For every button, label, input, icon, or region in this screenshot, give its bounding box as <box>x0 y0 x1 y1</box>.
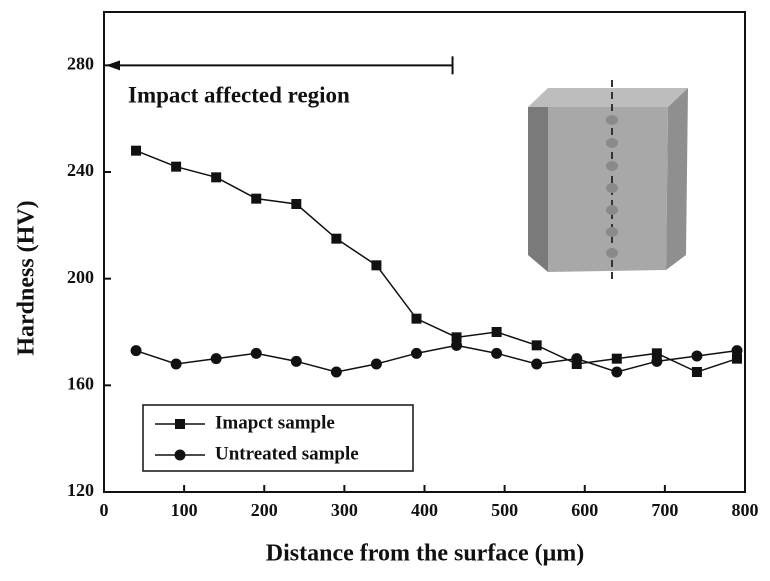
marker <box>331 233 342 244</box>
marker <box>691 367 702 377</box>
marker <box>451 332 462 343</box>
y-tick-label: 280 <box>67 53 94 73</box>
marker <box>651 348 662 359</box>
marker <box>251 193 262 204</box>
marker <box>131 145 142 156</box>
marker <box>330 366 342 378</box>
marker <box>410 347 422 359</box>
marker <box>731 353 742 364</box>
marker <box>291 199 302 209</box>
marker <box>691 350 703 362</box>
x-tick-label: 0 <box>100 500 109 520</box>
arrow-head <box>106 60 120 71</box>
x-tick-label: 100 <box>171 500 198 520</box>
x-tick-label: 400 <box>411 500 438 520</box>
x-tick-label: 200 <box>251 500 278 520</box>
marker <box>651 355 663 367</box>
marker <box>531 358 543 370</box>
marker <box>371 260 382 271</box>
marker <box>175 419 185 429</box>
legend-label: Imapct sample <box>215 412 335 433</box>
marker <box>170 358 182 370</box>
y-axis-title: Hardness (HV) <box>14 200 40 355</box>
marker <box>491 327 502 337</box>
marker <box>531 340 542 351</box>
marker <box>174 449 186 461</box>
marker <box>290 355 302 367</box>
marker <box>370 358 382 370</box>
specimen-illustration <box>528 80 688 282</box>
y-tick-label: 200 <box>67 267 94 287</box>
x-tick-label: 700 <box>651 500 678 520</box>
marker <box>611 353 622 364</box>
legend-box <box>142 404 414 472</box>
annotation-text: Impact affected region <box>128 83 350 108</box>
marker <box>571 353 583 365</box>
marker <box>611 366 623 378</box>
marker <box>130 345 142 357</box>
y-tick-label: 240 <box>67 160 94 180</box>
marker <box>451 339 463 351</box>
x-tick-label: 600 <box>571 500 598 520</box>
legend-label: Untreated sample <box>215 443 359 464</box>
marker <box>211 172 222 183</box>
x-axis-title: Distance from the surface (μm) <box>266 541 584 567</box>
marker <box>411 313 422 324</box>
series-line <box>135 344 738 373</box>
marker <box>250 347 262 359</box>
marker <box>171 161 182 172</box>
y-tick-label: 160 <box>67 373 94 393</box>
y-tick-label: 120 <box>67 480 94 500</box>
x-tick-label: 300 <box>331 500 358 520</box>
marker <box>210 353 222 365</box>
marker <box>731 345 743 357</box>
marker <box>491 347 503 359</box>
x-tick-label: 800 <box>732 500 759 520</box>
series-line <box>135 149 738 373</box>
x-tick-label: 500 <box>491 500 518 520</box>
